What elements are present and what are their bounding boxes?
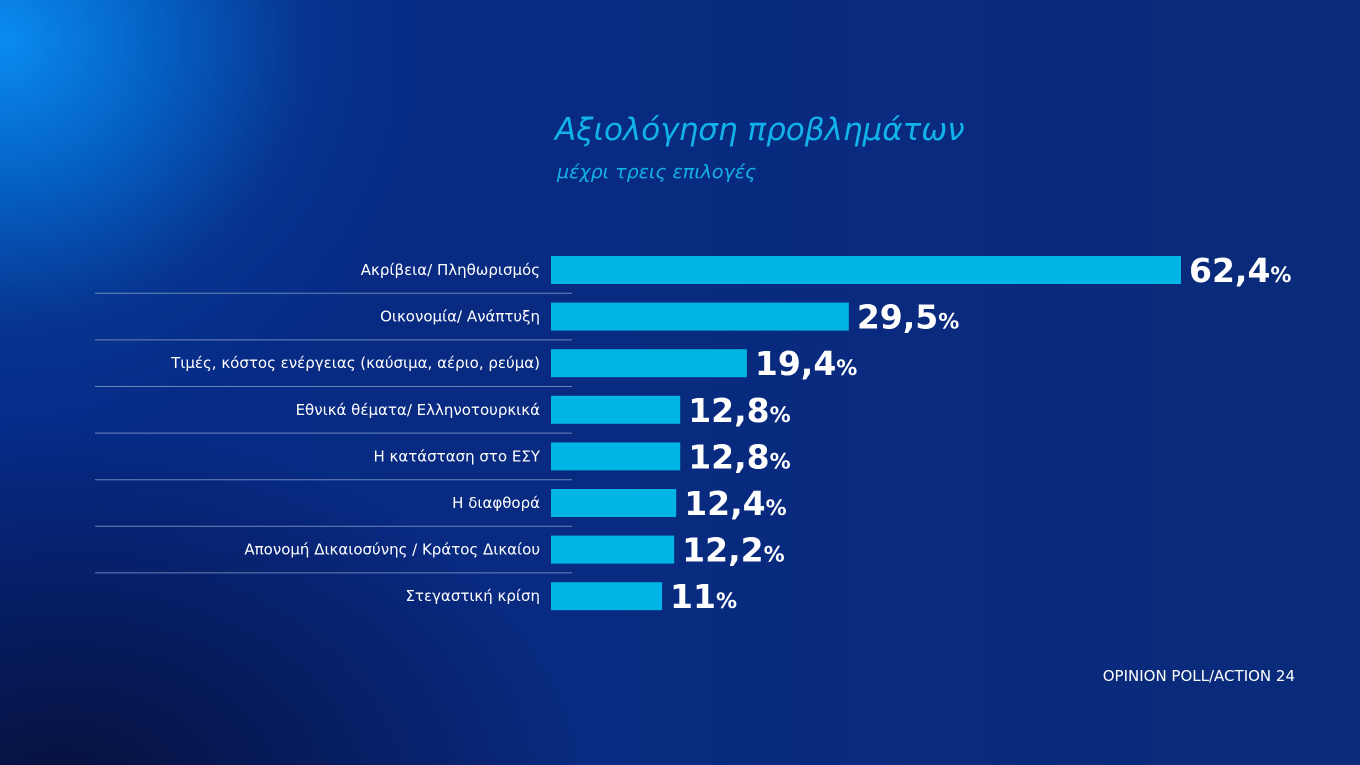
value-number: 12,2	[682, 531, 763, 570]
category-label: Η διαφθορά	[452, 494, 540, 512]
value-label: 12,8%	[688, 437, 790, 476]
value-number: 62,4	[1189, 251, 1270, 290]
value-unit: %	[770, 449, 791, 473]
bar	[551, 395, 681, 424]
category-label: Τιμές, κόστος ενέργειας (καύσιμα, αέριο,…	[170, 354, 540, 372]
value-number: 11	[670, 577, 716, 616]
value-unit: %	[770, 403, 791, 427]
bar	[551, 489, 677, 517]
category-label: Απονομή Δικαιοσύνης / Κράτος Δικαίου	[244, 541, 540, 559]
chart-title: Αξιολόγηση προβλημάτων	[555, 112, 965, 148]
chart-subtitle: μέχρι τρεις επιλογές	[557, 161, 757, 183]
category-label: Εθνικά θέματα/ Ελληνοτουρκικά	[296, 401, 541, 419]
category-label: Η κατάσταση στο ΕΣΥ	[373, 447, 540, 465]
value-number: 29,5	[857, 298, 938, 337]
bar	[551, 302, 849, 331]
value-number: 12,8	[688, 391, 769, 430]
value-label: 12,4%	[684, 484, 786, 523]
value-number: 12,4	[684, 484, 765, 523]
value-unit: %	[1270, 263, 1291, 287]
value-label: 12,8%	[688, 391, 790, 430]
value-label: 62,4%	[1189, 251, 1291, 290]
source-note: OPINION POLL/ACTION 24	[1102, 667, 1295, 685]
bar	[551, 582, 663, 611]
value-unit: %	[938, 310, 959, 334]
value-number: 19,4	[755, 344, 836, 383]
value-unit: %	[836, 356, 857, 380]
value-number: 12,8	[688, 437, 769, 476]
category-label: Στεγαστική κρίση	[405, 587, 540, 605]
category-label: Ακρίβεια/ Πληθωρισμός	[361, 261, 540, 279]
value-label: 19,4%	[755, 344, 857, 383]
value-label: 29,5%	[857, 298, 959, 337]
value-unit: %	[716, 589, 737, 613]
value-unit: %	[766, 496, 787, 520]
value-unit: %	[764, 543, 785, 567]
bar	[551, 349, 747, 378]
bar	[551, 256, 1181, 284]
category-label: Οικονομία/ Ανάπτυξη	[380, 308, 540, 326]
value-label: 12,2%	[682, 531, 784, 570]
bar	[551, 442, 681, 471]
bar	[551, 535, 675, 564]
value-label: 11%	[670, 577, 737, 616]
